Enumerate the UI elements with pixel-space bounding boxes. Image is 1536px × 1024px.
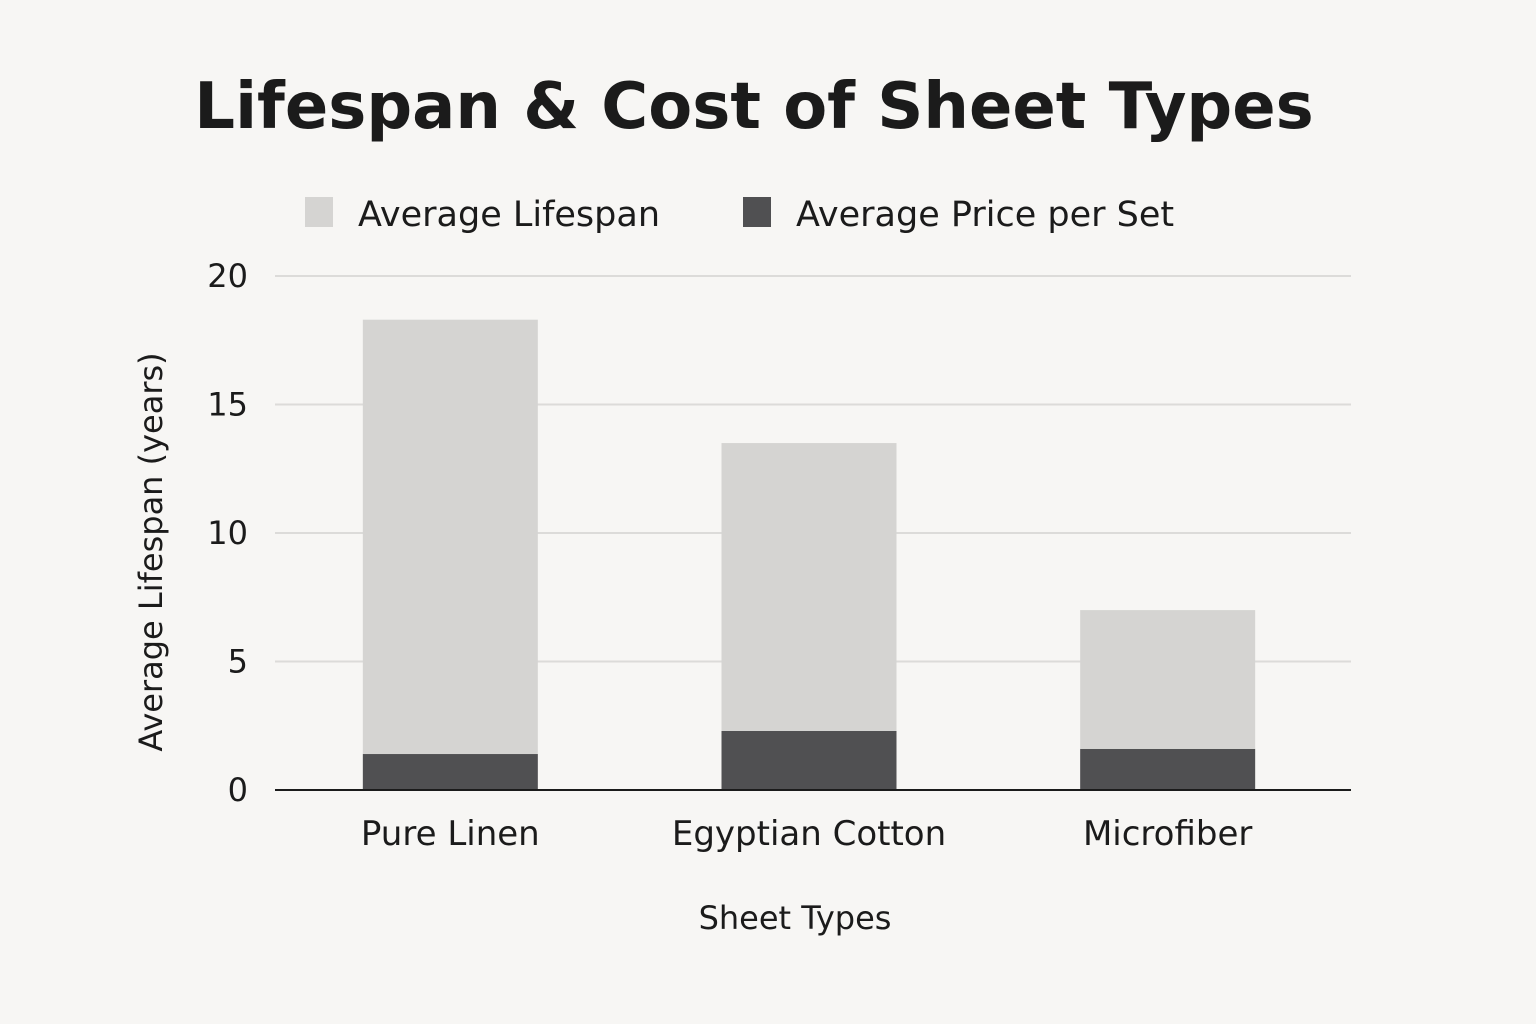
x-tick-label: Microfiber [1083, 814, 1252, 854]
y-tick-label: 5 [228, 643, 248, 681]
legend-swatch-average-price [743, 197, 771, 227]
x-tick-label: Egyptian Cotton [672, 814, 946, 854]
bar-average-lifespan [721, 443, 897, 731]
y-tick-label: 0 [228, 771, 248, 809]
y-tick-label: 20 [207, 257, 248, 295]
chart-title: Lifespan & Cost of Sheet Types [194, 70, 1313, 144]
y-tick-labels: 0 5 10 15 20 [207, 257, 248, 809]
y-axis-title: Average Lifespan (years) [132, 352, 170, 751]
x-axis-title: Sheet Types [699, 899, 892, 937]
x-tick-label: Pure Linen [361, 814, 540, 854]
bar-average-price [721, 730, 897, 790]
x-tick-labels: Pure Linen Egyptian Cotton Microfiber [361, 814, 1252, 854]
y-tick-label: 15 [207, 386, 248, 424]
bars [362, 319, 1256, 790]
legend-swatch-average-lifespan [305, 197, 333, 227]
bar-average-lifespan [1080, 610, 1256, 749]
bar-average-lifespan [362, 319, 538, 755]
bar-average-price [1080, 748, 1256, 790]
bar-average-price [362, 754, 538, 790]
y-tick-label: 10 [207, 514, 248, 552]
legend-label-average-price: Average Price per Set [796, 195, 1174, 235]
legend: Average Lifespan Average Price per Set [305, 195, 1174, 235]
legend-label-average-lifespan: Average Lifespan [358, 195, 660, 235]
